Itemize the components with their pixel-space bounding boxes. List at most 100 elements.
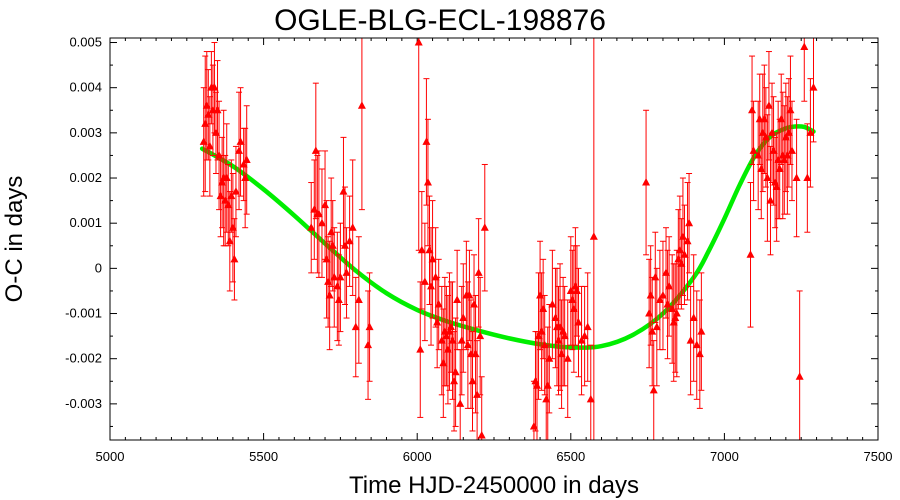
data-point [428, 200, 437, 319]
triangle-marker [560, 331, 569, 340]
triangle-marker [422, 137, 431, 145]
data-point [548, 249, 557, 360]
triangle-marker [423, 178, 432, 186]
data-point [423, 118, 432, 247]
x-axis: 5000 5500 6000 6500 7000 7500 [96, 38, 892, 464]
fit-curve-layer [199, 124, 816, 350]
triangle-marker [336, 272, 345, 281]
triangle-marker [763, 173, 772, 182]
data-point [365, 272, 374, 382]
triangle-marker [456, 399, 465, 407]
data-point [459, 263, 468, 373]
y-axis-title: O-C in days [1, 176, 28, 303]
triangle-marker [317, 218, 326, 227]
triangle-marker [809, 83, 818, 91]
triangle-marker [351, 322, 360, 331]
data-point [665, 236, 674, 337]
triangle-marker [463, 340, 472, 349]
data-point [658, 240, 667, 351]
data-point [434, 258, 443, 351]
triangle-marker [563, 354, 572, 362]
triangle-marker [655, 295, 664, 303]
triangle-marker [357, 101, 366, 109]
y-tick-label: 0.001 [69, 215, 102, 230]
triangle-marker [465, 290, 474, 299]
data-point [231, 145, 240, 238]
data-point [583, 272, 592, 382]
y-tick-label: -0.003 [65, 396, 102, 411]
plot-frame [109, 37, 879, 441]
x-tick-label: 7000 [710, 449, 739, 464]
data-point [560, 285, 569, 387]
y-tick-label: 0.003 [69, 125, 102, 140]
data-point [748, 55, 757, 165]
triangle-marker [658, 290, 667, 299]
data-point [422, 78, 431, 206]
data-point [416, 281, 425, 418]
data-point [672, 249, 681, 378]
triangle-marker [764, 101, 773, 109]
data-point [317, 168, 326, 278]
triangle-marker [766, 196, 775, 204]
data-point [242, 105, 251, 215]
y-tick-label: -0.002 [65, 351, 102, 366]
triangle-marker [648, 327, 657, 335]
data-point [236, 87, 245, 197]
triangle-marker [792, 173, 801, 182]
y-tick-label: 0.002 [69, 170, 102, 185]
triangle-marker [477, 430, 486, 439]
data-point [746, 182, 755, 328]
triangle-marker [365, 322, 374, 331]
data-point [307, 182, 316, 274]
data-point [364, 290, 373, 400]
data-point [468, 331, 477, 432]
data-point [474, 218, 483, 328]
data-point [652, 267, 661, 387]
y-tick-label: 0.005 [69, 35, 102, 50]
triangle-marker [586, 394, 595, 403]
triangle-marker [642, 178, 651, 186]
data-point [689, 254, 698, 382]
data-point [354, 236, 363, 364]
triangle-marker [205, 141, 214, 150]
triangle-marker [434, 299, 443, 308]
x-tick-label: 5500 [249, 449, 278, 464]
triangle-marker [307, 223, 316, 231]
triangle-marker [646, 290, 655, 299]
data-point [697, 272, 706, 391]
data-point [809, 38, 818, 143]
data-point [351, 276, 360, 378]
triangle-marker [348, 223, 357, 231]
data-point [642, 109, 651, 256]
data-point [763, 114, 772, 242]
triangle-marker [665, 281, 674, 290]
triangle-marker [334, 295, 343, 303]
triangle-marker [345, 236, 354, 245]
triangle-marker [314, 209, 323, 218]
triangle-marker [473, 390, 482, 398]
data-point [803, 123, 812, 233]
data-point [795, 290, 804, 440]
triangle-marker [689, 313, 698, 322]
triangle-marker [451, 367, 460, 376]
data-point [345, 195, 354, 287]
data-point [680, 204, 689, 305]
triangle-marker [325, 290, 334, 299]
data-point [465, 249, 474, 342]
triangle-marker [795, 372, 804, 380]
triangle-marker [787, 146, 796, 154]
data-point [574, 267, 583, 378]
triangle-marker [417, 245, 426, 254]
data-point [433, 276, 442, 369]
triangle-marker [225, 236, 234, 245]
triangle-marker [339, 187, 348, 195]
triangle-marker [342, 268, 351, 276]
chart-title: OGLE-BLG-ECL-198876 [274, 4, 606, 37]
x-tick-label: 6500 [556, 449, 585, 464]
x-tick-label: 6000 [403, 449, 432, 464]
data-point [563, 299, 572, 418]
data-point [749, 100, 758, 202]
data-point [685, 173, 694, 274]
triangle-marker [652, 322, 661, 331]
